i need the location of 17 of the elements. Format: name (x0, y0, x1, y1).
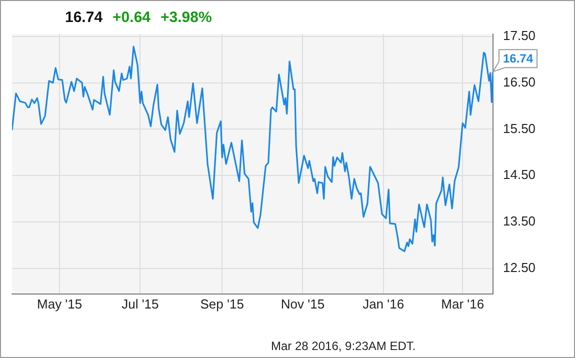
x-tick-label: Nov '15 (280, 296, 325, 312)
text: Mar 28 2016, 9:23AM EDT. (271, 339, 416, 353)
y-tick-label: 14.50 (503, 167, 536, 182)
text: +0.64 (112, 9, 151, 26)
y-tick-label: 16.50 (503, 74, 536, 90)
y-tick-label: 17.50 (503, 28, 536, 43)
y-tick-label: 12.50 (503, 260, 536, 276)
x-tick-label: Sep '15 (200, 296, 244, 312)
annotation: 16.74 (503, 51, 534, 66)
x-tick-label: Jul '15 (122, 296, 159, 312)
y-tick-label: 13.50 (503, 214, 536, 229)
text: 16.74 (65, 9, 103, 26)
x-tick-label: May '15 (37, 296, 82, 312)
x-tick-label: Jan '16 (362, 296, 404, 312)
y-tick-label: 15.50 (503, 120, 536, 136)
text: +3.98% (160, 9, 212, 26)
x-tick-label: Mar '16 (441, 296, 484, 312)
